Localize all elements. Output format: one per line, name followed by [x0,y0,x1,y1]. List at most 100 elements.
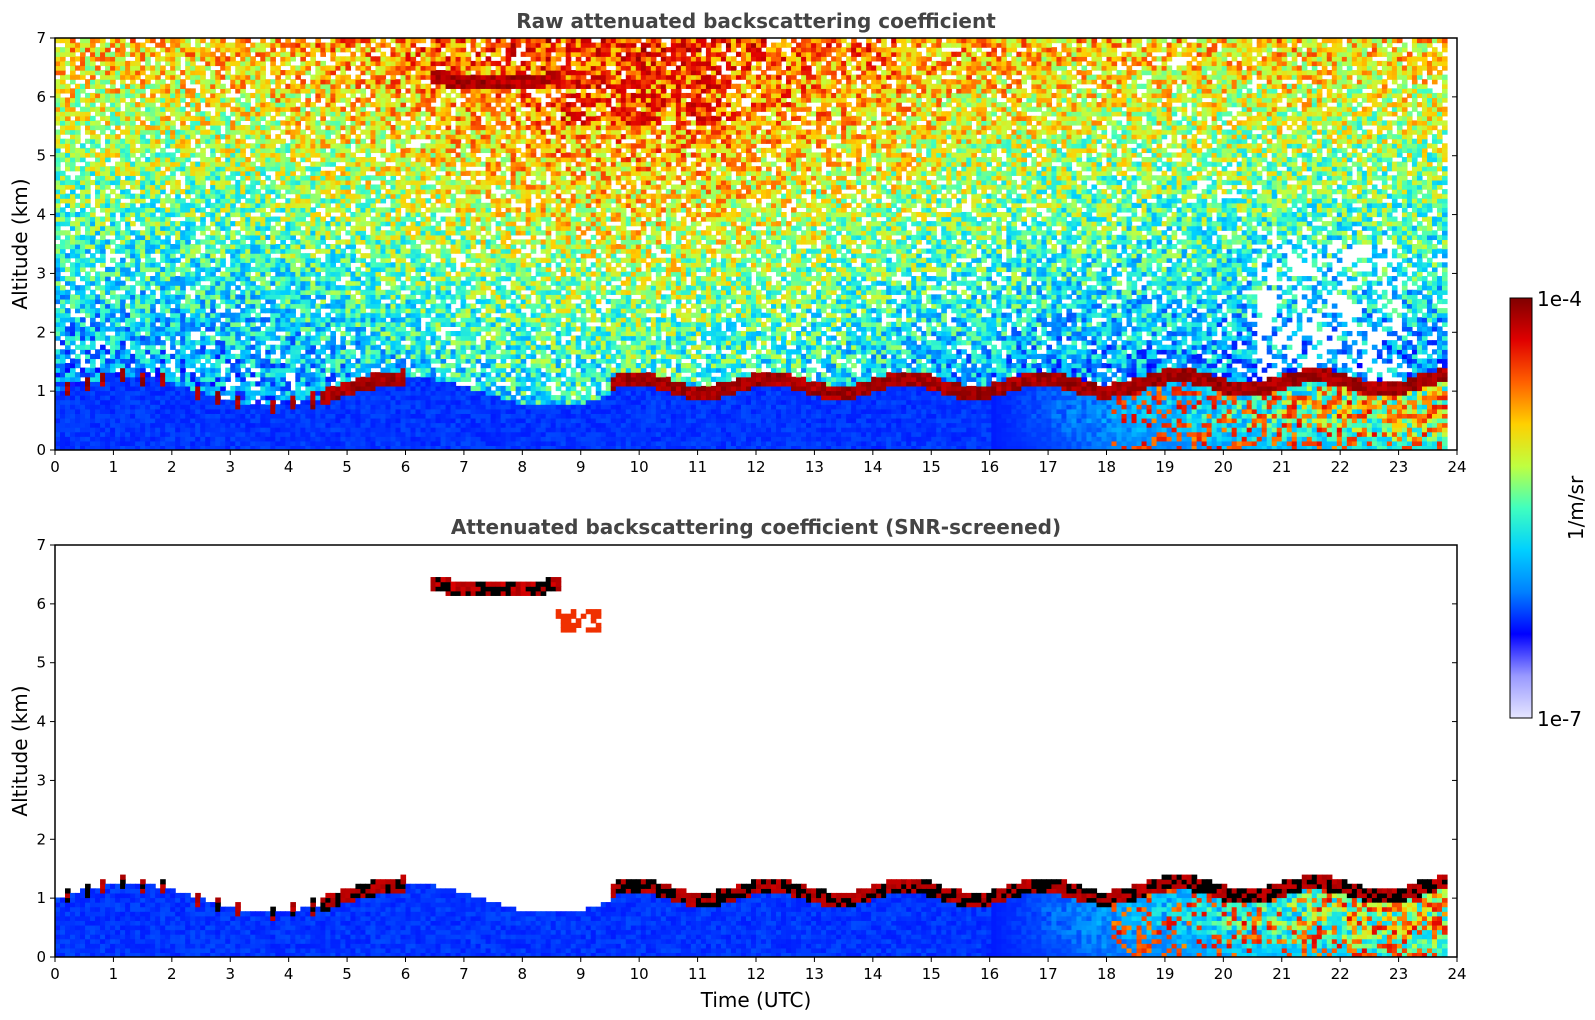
heatmap-cell [185,239,191,245]
heatmap-cell [55,294,61,300]
heatmap-cell [340,308,347,314]
heatmap-cell [325,134,331,140]
heatmap-cell [230,189,236,195]
heatmap-cell [100,321,106,327]
heatmap-cell [300,427,306,433]
heatmap-cell [95,65,101,71]
heatmap-cell [345,170,352,176]
heatmap-cell [315,134,321,140]
heatmap-cell [125,175,131,181]
heatmap-cell [190,326,196,332]
heatmap-cell [225,372,231,378]
heatmap-cell [255,294,261,300]
heatmap-cell [270,262,276,268]
heatmap-cell [285,248,291,254]
heatmap-cell [325,202,331,208]
heatmap-cell [60,262,66,268]
heatmap-cell [130,184,136,190]
heatmap-cell [335,422,342,428]
heatmap-cell [370,349,377,355]
heatmap-cell [155,436,161,442]
heatmap-cell [205,225,211,231]
heatmap-cell [195,445,201,450]
heatmap-cell [115,88,121,94]
heatmap-cell [110,143,116,149]
heatmap-cell [130,312,136,318]
heatmap-cell [105,120,111,126]
heatmap-cell [270,431,276,437]
heatmap-cell [145,321,151,327]
heatmap-cell [245,230,251,236]
heatmap-cell [335,143,342,149]
heatmap-cell [125,161,131,167]
heatmap-cell [135,381,141,387]
heatmap-cell [210,216,216,222]
heatmap-cell [190,399,196,405]
heatmap-cell [355,138,362,144]
heatmap-cell [90,152,96,158]
heatmap-cell [285,230,291,236]
heatmap-cell [260,74,266,80]
heatmap-cell [355,335,362,341]
heatmap-cell [315,372,321,378]
heatmap-cell [65,244,71,250]
heatmap-cell [140,79,146,85]
heatmap-cell [140,399,146,405]
heatmap-cell [230,202,236,208]
heatmap-cell [95,189,101,195]
heatmap-cell [350,42,357,48]
heatmap-cell [315,221,321,227]
heatmap-cell [220,285,226,291]
heatmap-cell [125,326,131,332]
heatmap-cell [195,427,201,433]
heatmap-cell [160,422,166,428]
heatmap-cell [285,417,291,424]
heatmap-cell [340,404,347,410]
heatmap-cell [325,102,331,108]
heatmap-cell [120,111,126,117]
heatmap-cell [185,436,191,442]
heatmap-cell [285,124,291,131]
heatmap-cell [355,395,362,401]
heatmap-cell [75,408,81,414]
heatmap-cell [130,276,136,282]
heatmap-cell [360,390,367,396]
heatmap-cell [75,376,81,382]
heatmap-cell [365,79,372,85]
heatmap-cell [100,193,106,199]
heatmap-cell [335,189,342,195]
heatmap-cell [175,363,181,369]
heatmap-cell [255,207,261,213]
heatmap-cell [225,431,231,437]
heatmap-cell [315,385,321,392]
heatmap-cell [300,294,306,300]
heatmap-cell [310,83,316,89]
heatmap-cell [130,440,136,447]
heatmap-cell [355,385,362,392]
heatmap-cell [180,92,186,99]
heatmap-cell [125,445,131,450]
heatmap-cell [145,262,151,268]
heatmap-cell [305,427,311,433]
heatmap-cell [280,47,286,53]
heatmap-cell [70,147,76,154]
heatmap-cell [115,266,121,273]
heatmap-cell [290,47,296,53]
heatmap-cell [120,335,126,341]
heatmap-cell [350,276,357,282]
heatmap-cell [365,395,372,401]
heatmap-cell [55,129,61,135]
heatmap-cell [115,349,121,355]
heatmap-cell [265,326,271,332]
heatmap-cell [340,42,347,48]
heatmap-cell [350,381,357,387]
heatmap-cell [315,317,321,323]
heatmap-cell [175,74,181,80]
heatmap-cell [225,234,231,241]
heatmap-cell [345,404,352,410]
heatmap-cell [210,74,216,80]
heatmap-cell [205,134,211,140]
heatmap-cell [310,372,316,378]
heatmap-cell [120,381,126,387]
heatmap-cell [360,120,367,126]
